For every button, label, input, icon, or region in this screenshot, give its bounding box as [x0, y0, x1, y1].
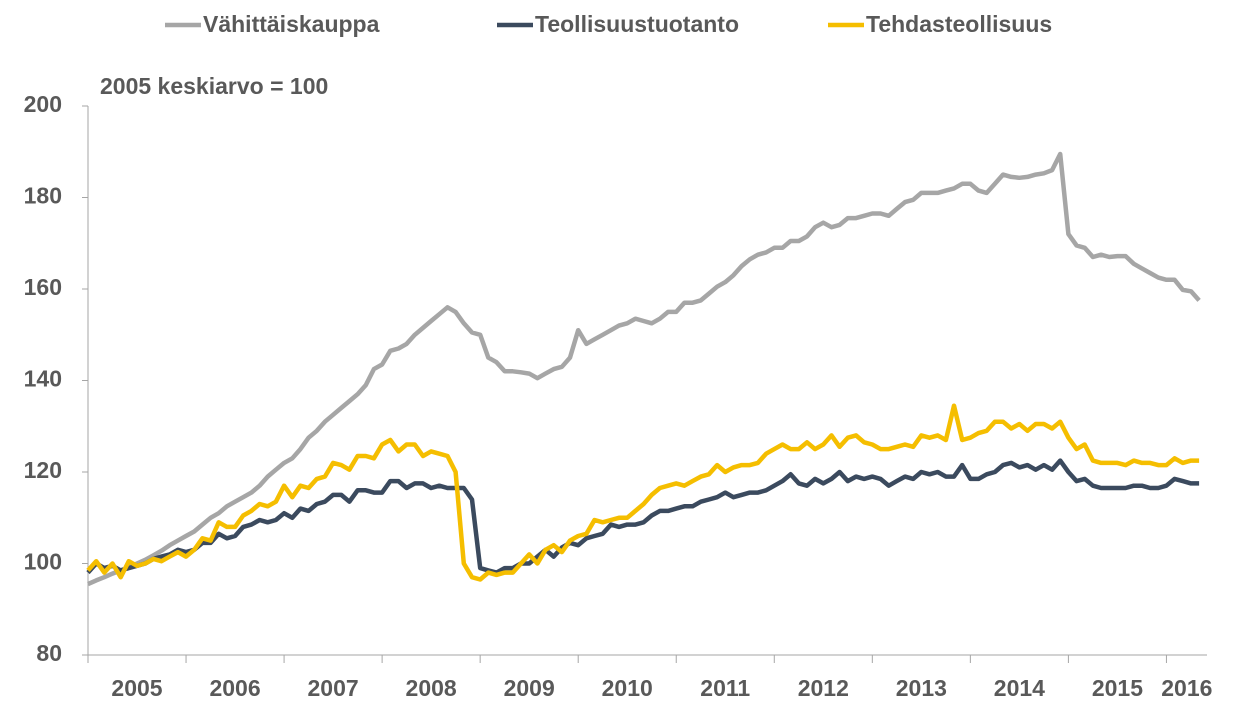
chart-subtitle: 2005 keskiarvo = 100 — [100, 73, 328, 99]
y-tick-label: 180 — [24, 183, 62, 209]
legend-label: Tehdasteollisuus — [866, 11, 1052, 37]
x-tick-label: 2014 — [994, 675, 1045, 701]
y-tick-label: 140 — [24, 366, 62, 392]
x-tick-label: 2012 — [798, 675, 849, 701]
x-tick-label: 2009 — [504, 675, 555, 701]
series-line — [86, 458, 1200, 575]
y-tick-label: 160 — [24, 274, 62, 300]
x-tick-label: 2016 — [1161, 675, 1212, 701]
x-tick-label: 2015 — [1092, 675, 1143, 701]
series-line — [87, 151, 1201, 587]
legend-label: Teollisuustuotanto — [535, 11, 739, 37]
x-tick-label: 2006 — [209, 675, 260, 701]
x-tick-label: 2010 — [602, 675, 653, 701]
x-tick-label: 2007 — [308, 675, 359, 701]
x-tick-label: 2008 — [406, 675, 457, 701]
y-tick-label: 120 — [24, 457, 62, 483]
x-tick-label: 2005 — [111, 675, 162, 701]
legend-label: Vähittäiskauppa — [203, 11, 380, 37]
x-tick-label: 2013 — [896, 675, 947, 701]
y-tick-label: 100 — [24, 549, 62, 575]
y-tick-label: 200 — [24, 91, 62, 117]
series-line — [86, 403, 1200, 582]
y-tick-label: 80 — [36, 640, 62, 666]
x-tick-label: 2011 — [700, 675, 750, 701]
